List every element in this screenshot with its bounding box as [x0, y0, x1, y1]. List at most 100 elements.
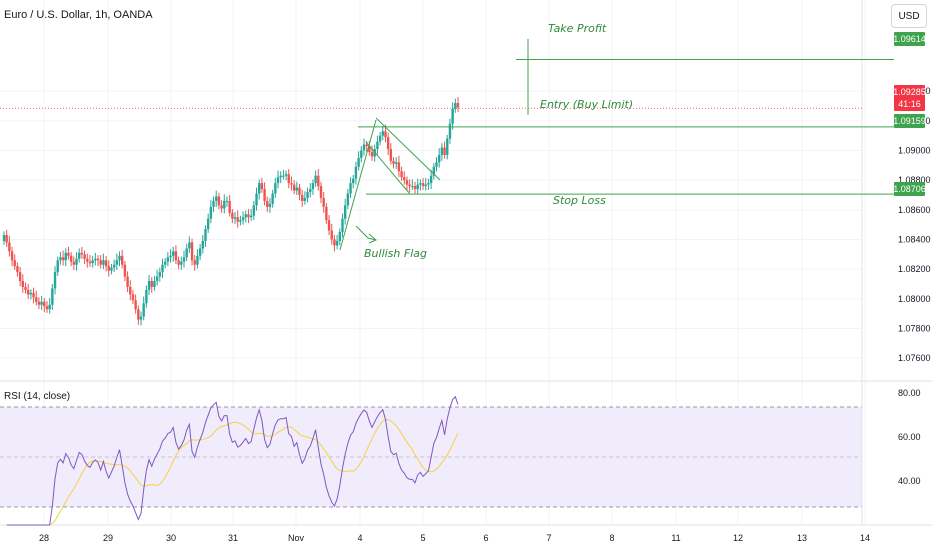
candle-body	[18, 272, 22, 282]
stop-loss-annotation: Stop Loss	[553, 194, 606, 207]
candle-body	[75, 258, 78, 265]
candle-body	[317, 175, 320, 187]
candle-body	[397, 162, 401, 172]
time-tick-label: Nov	[288, 533, 305, 543]
candle-body	[72, 261, 76, 265]
rsi-tick-label: 60.00	[898, 432, 921, 442]
current-price-label: 1.09285 41:16	[893, 85, 926, 111]
candle-body	[255, 193, 258, 206]
candle-body	[295, 187, 299, 191]
candle-body	[29, 292, 33, 295]
candle-body	[448, 123, 452, 139]
candle-body	[424, 184, 427, 187]
candle-body	[185, 248, 188, 258]
time-tick-label: 8	[609, 533, 614, 543]
candle-body	[91, 260, 94, 264]
candle-body	[37, 301, 41, 305]
candle-body	[115, 260, 119, 265]
time-tick-label: 30	[166, 533, 176, 543]
candle-body	[43, 301, 46, 307]
candle-body	[145, 289, 148, 304]
candle-body	[198, 248, 202, 256]
rsi-line	[6, 395, 459, 526]
candle-body	[298, 187, 301, 195]
candle-body	[411, 186, 414, 188]
candle-body	[319, 186, 323, 198]
candle-body	[228, 200, 231, 213]
time-tick-label: 7	[546, 533, 551, 543]
candle-body	[88, 261, 92, 264]
candle-body	[239, 220, 242, 222]
candle-body	[206, 218, 210, 230]
candle-body	[268, 203, 272, 207]
candle-body	[292, 184, 296, 191]
candle-body	[209, 206, 213, 219]
candle-body	[408, 184, 411, 187]
time-tick-label: 28	[39, 533, 49, 543]
entry-annotation: Entry (Buy Limit)	[540, 98, 634, 111]
candle-body	[233, 217, 237, 219]
candle-body	[59, 257, 62, 261]
candle-body	[247, 214, 250, 218]
candle-body	[416, 184, 419, 190]
candle-body	[131, 294, 135, 301]
candle-body	[107, 266, 110, 271]
candle-body	[341, 218, 344, 233]
candle-body	[446, 138, 449, 155]
candle-body	[365, 144, 368, 147]
time-axis-ticks: 28 29 30 31 Nov 4 5 6 7 8 11 12 13 14	[39, 533, 870, 543]
candle-body	[249, 215, 253, 218]
candle-body	[306, 192, 309, 198]
candle-body	[284, 174, 288, 176]
candle-body	[121, 255, 124, 265]
candle-body	[354, 166, 358, 179]
candle-body	[166, 257, 170, 262]
candle-body	[53, 272, 57, 289]
time-tick-label: 31	[228, 533, 238, 543]
candle-body	[5, 235, 8, 243]
candle-body	[349, 183, 352, 194]
candle-body	[86, 258, 89, 262]
candle-body	[392, 160, 395, 164]
candle-body	[405, 180, 409, 185]
candle-body	[80, 252, 84, 255]
candle-body	[188, 242, 191, 249]
candle-body	[190, 242, 194, 261]
candle-body	[204, 229, 207, 241]
currency-selector[interactable]: USD	[891, 4, 927, 28]
candle-body	[78, 252, 81, 259]
candle-body	[413, 186, 417, 190]
price-tick-label: 1.08200	[898, 264, 931, 274]
candle-body	[147, 281, 151, 290]
candle-body	[217, 196, 221, 206]
entry-price-label: 1.09159	[893, 114, 926, 128]
candle-body	[429, 175, 433, 184]
candle-body	[142, 303, 145, 317]
candle-body	[276, 177, 280, 184]
rsi-axis-ticks: 80.00 60.00 40.00	[898, 388, 921, 486]
time-tick-label: 13	[797, 533, 807, 543]
rsi-indicator-label[interactable]: RSI (14, close)	[4, 391, 71, 402]
candle-body	[99, 260, 102, 265]
candle-body	[386, 137, 390, 150]
rsi-tick-label: 80.00	[898, 388, 921, 398]
candle-body	[137, 309, 140, 320]
take-profit-annotation: Take Profit	[548, 22, 607, 35]
current-price-value: 1.09285	[893, 87, 926, 97]
candle-body	[325, 206, 328, 221]
candle-body	[163, 261, 167, 265]
candle-body	[223, 200, 226, 209]
candle-body	[244, 214, 247, 218]
candle-body	[96, 258, 100, 261]
time-tick-label: 6	[483, 533, 488, 543]
candle-body	[215, 196, 218, 201]
candle-body	[290, 183, 293, 185]
candle-body	[153, 281, 156, 287]
candle-body	[51, 288, 54, 305]
candle-body	[376, 141, 379, 150]
candle-body	[102, 260, 105, 265]
candle-body	[274, 183, 277, 194]
candle-body	[21, 281, 25, 287]
candle-body	[389, 149, 393, 161]
